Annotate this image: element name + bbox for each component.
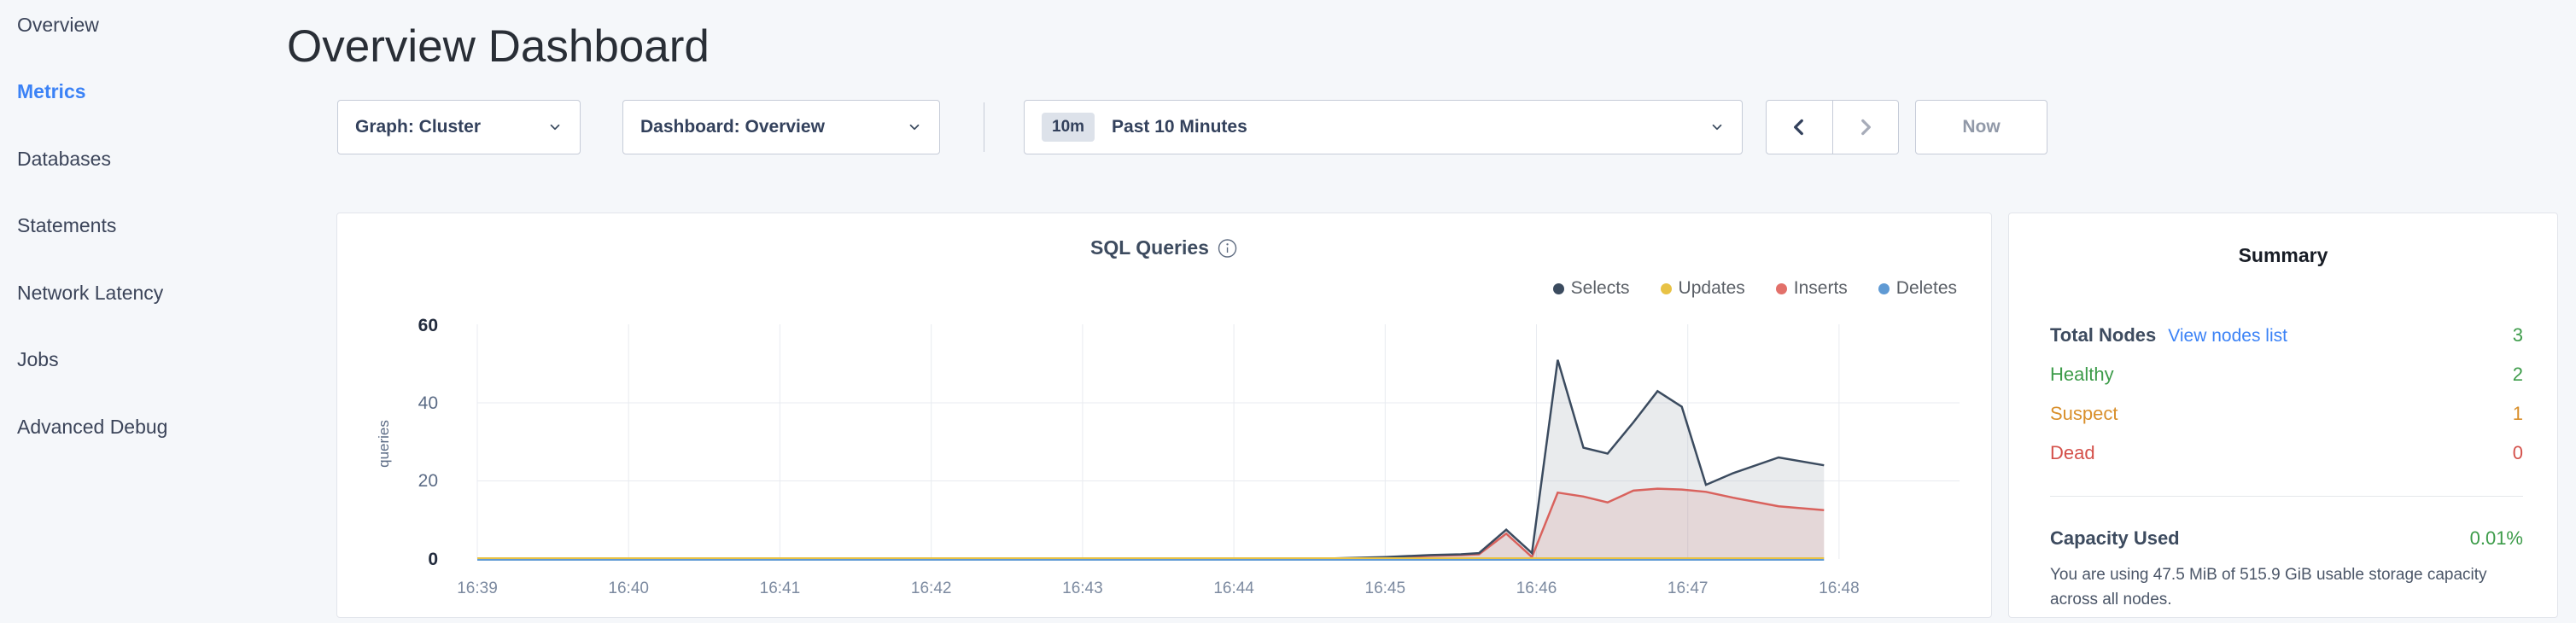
svg-text:16:45: 16:45 [1365, 579, 1406, 597]
svg-text:16:48: 16:48 [1819, 579, 1860, 597]
svg-text:16:41: 16:41 [760, 579, 801, 597]
svg-text:60: 60 [418, 316, 438, 335]
svg-text:16:40: 16:40 [608, 579, 649, 597]
svg-text:16:39: 16:39 [457, 579, 498, 597]
svg-text:20: 20 [418, 471, 438, 491]
svg-text:40: 40 [418, 393, 438, 413]
svg-text:queries: queries [376, 420, 392, 468]
svg-text:16:44: 16:44 [1213, 579, 1254, 597]
svg-text:16:46: 16:46 [1516, 579, 1557, 597]
svg-text:16:43: 16:43 [1062, 579, 1103, 597]
svg-text:16:42: 16:42 [911, 579, 952, 597]
svg-text:0: 0 [428, 550, 438, 569]
svg-text:16:47: 16:47 [1668, 579, 1709, 597]
